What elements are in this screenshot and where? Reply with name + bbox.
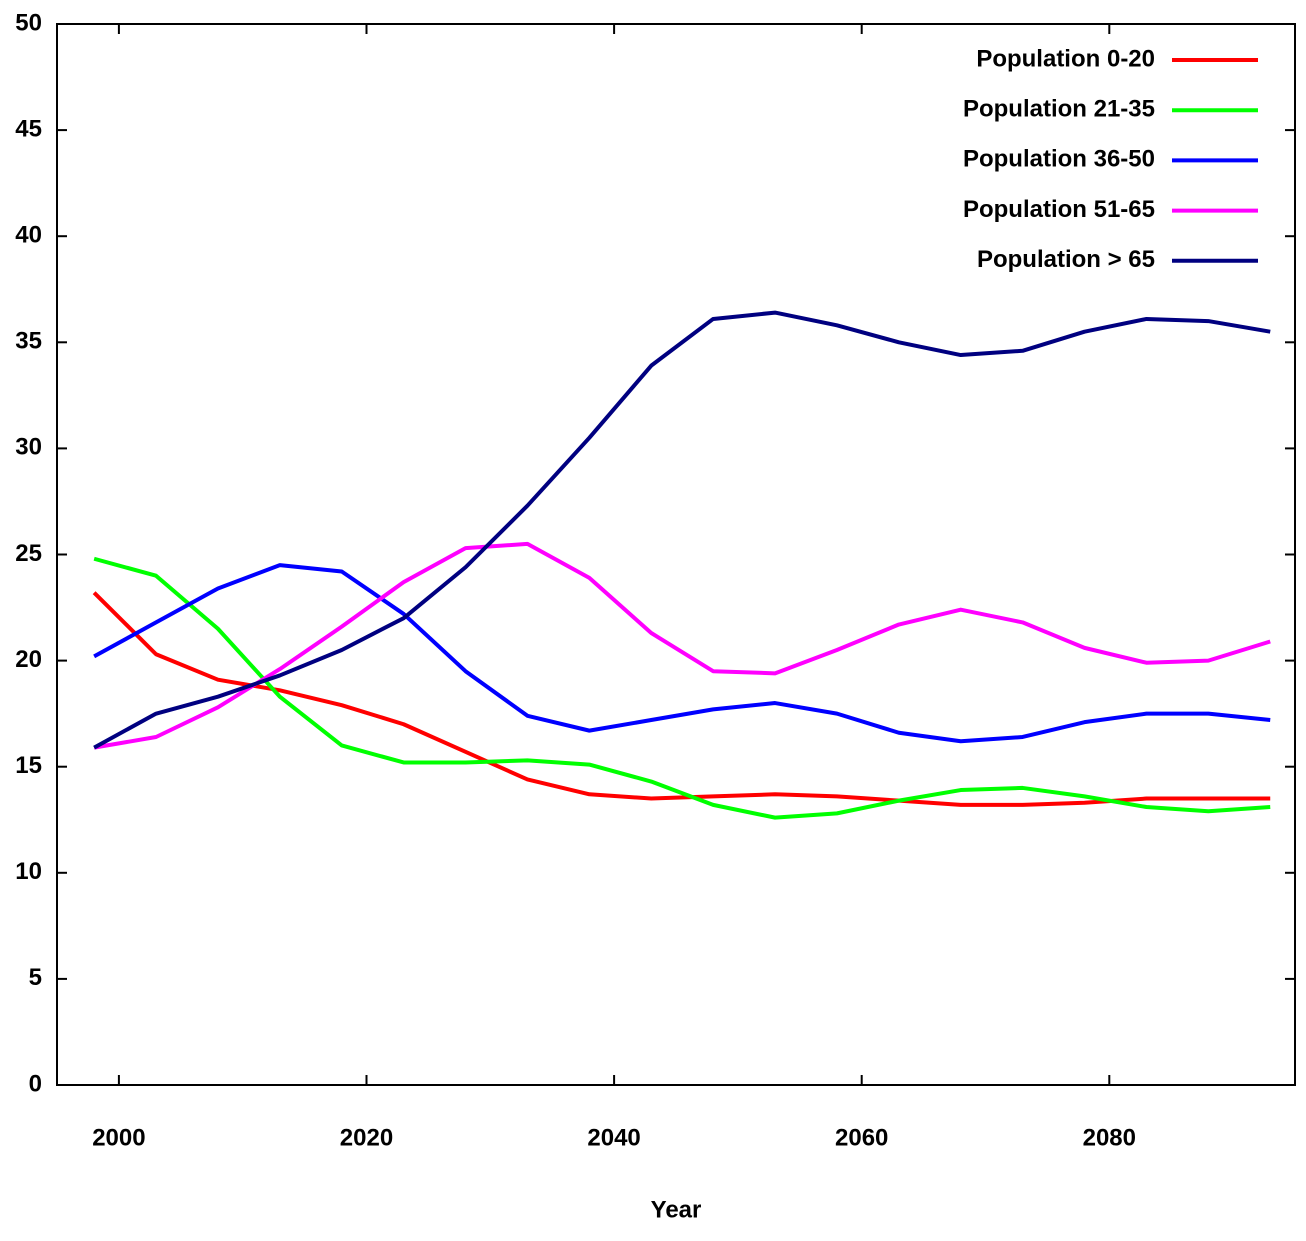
- legend-label: Population > 65: [977, 246, 1155, 273]
- y-tick-label: 0: [29, 1070, 42, 1097]
- series-line: [92, 591, 1271, 807]
- y-tick-label: 10: [15, 858, 42, 885]
- x-axis-title: Year: [651, 1196, 702, 1223]
- y-tick-label: 50: [15, 9, 42, 36]
- y-tick-label: 45: [15, 115, 42, 142]
- legend-label: Population 0-20: [976, 45, 1155, 72]
- x-tick-label: 2040: [587, 1124, 640, 1151]
- y-tick-label: 30: [15, 434, 42, 461]
- x-tick-label: 2060: [835, 1124, 888, 1151]
- y-tick-label: 5: [29, 964, 42, 991]
- y-tick-label: 20: [15, 646, 42, 673]
- x-tick-label: 2080: [1083, 1124, 1136, 1151]
- y-tick-label: 35: [15, 328, 42, 355]
- series-line: [93, 556, 1271, 820]
- y-tick-label: 15: [15, 752, 42, 779]
- x-tick-label: 2020: [340, 1124, 393, 1151]
- plot-frame: [56, 23, 1296, 1086]
- y-tick-label: 40: [15, 222, 42, 249]
- series-line: [93, 541, 1271, 750]
- legend-label: Population 21-35: [963, 96, 1155, 123]
- y-tick-label: 25: [15, 540, 42, 567]
- series-line: [93, 310, 1271, 750]
- legend-label: Population 36-50: [963, 146, 1155, 173]
- legend-label: Population 51-65: [963, 196, 1155, 223]
- x-tick-label: 2000: [92, 1124, 145, 1151]
- series-line: [93, 563, 1271, 744]
